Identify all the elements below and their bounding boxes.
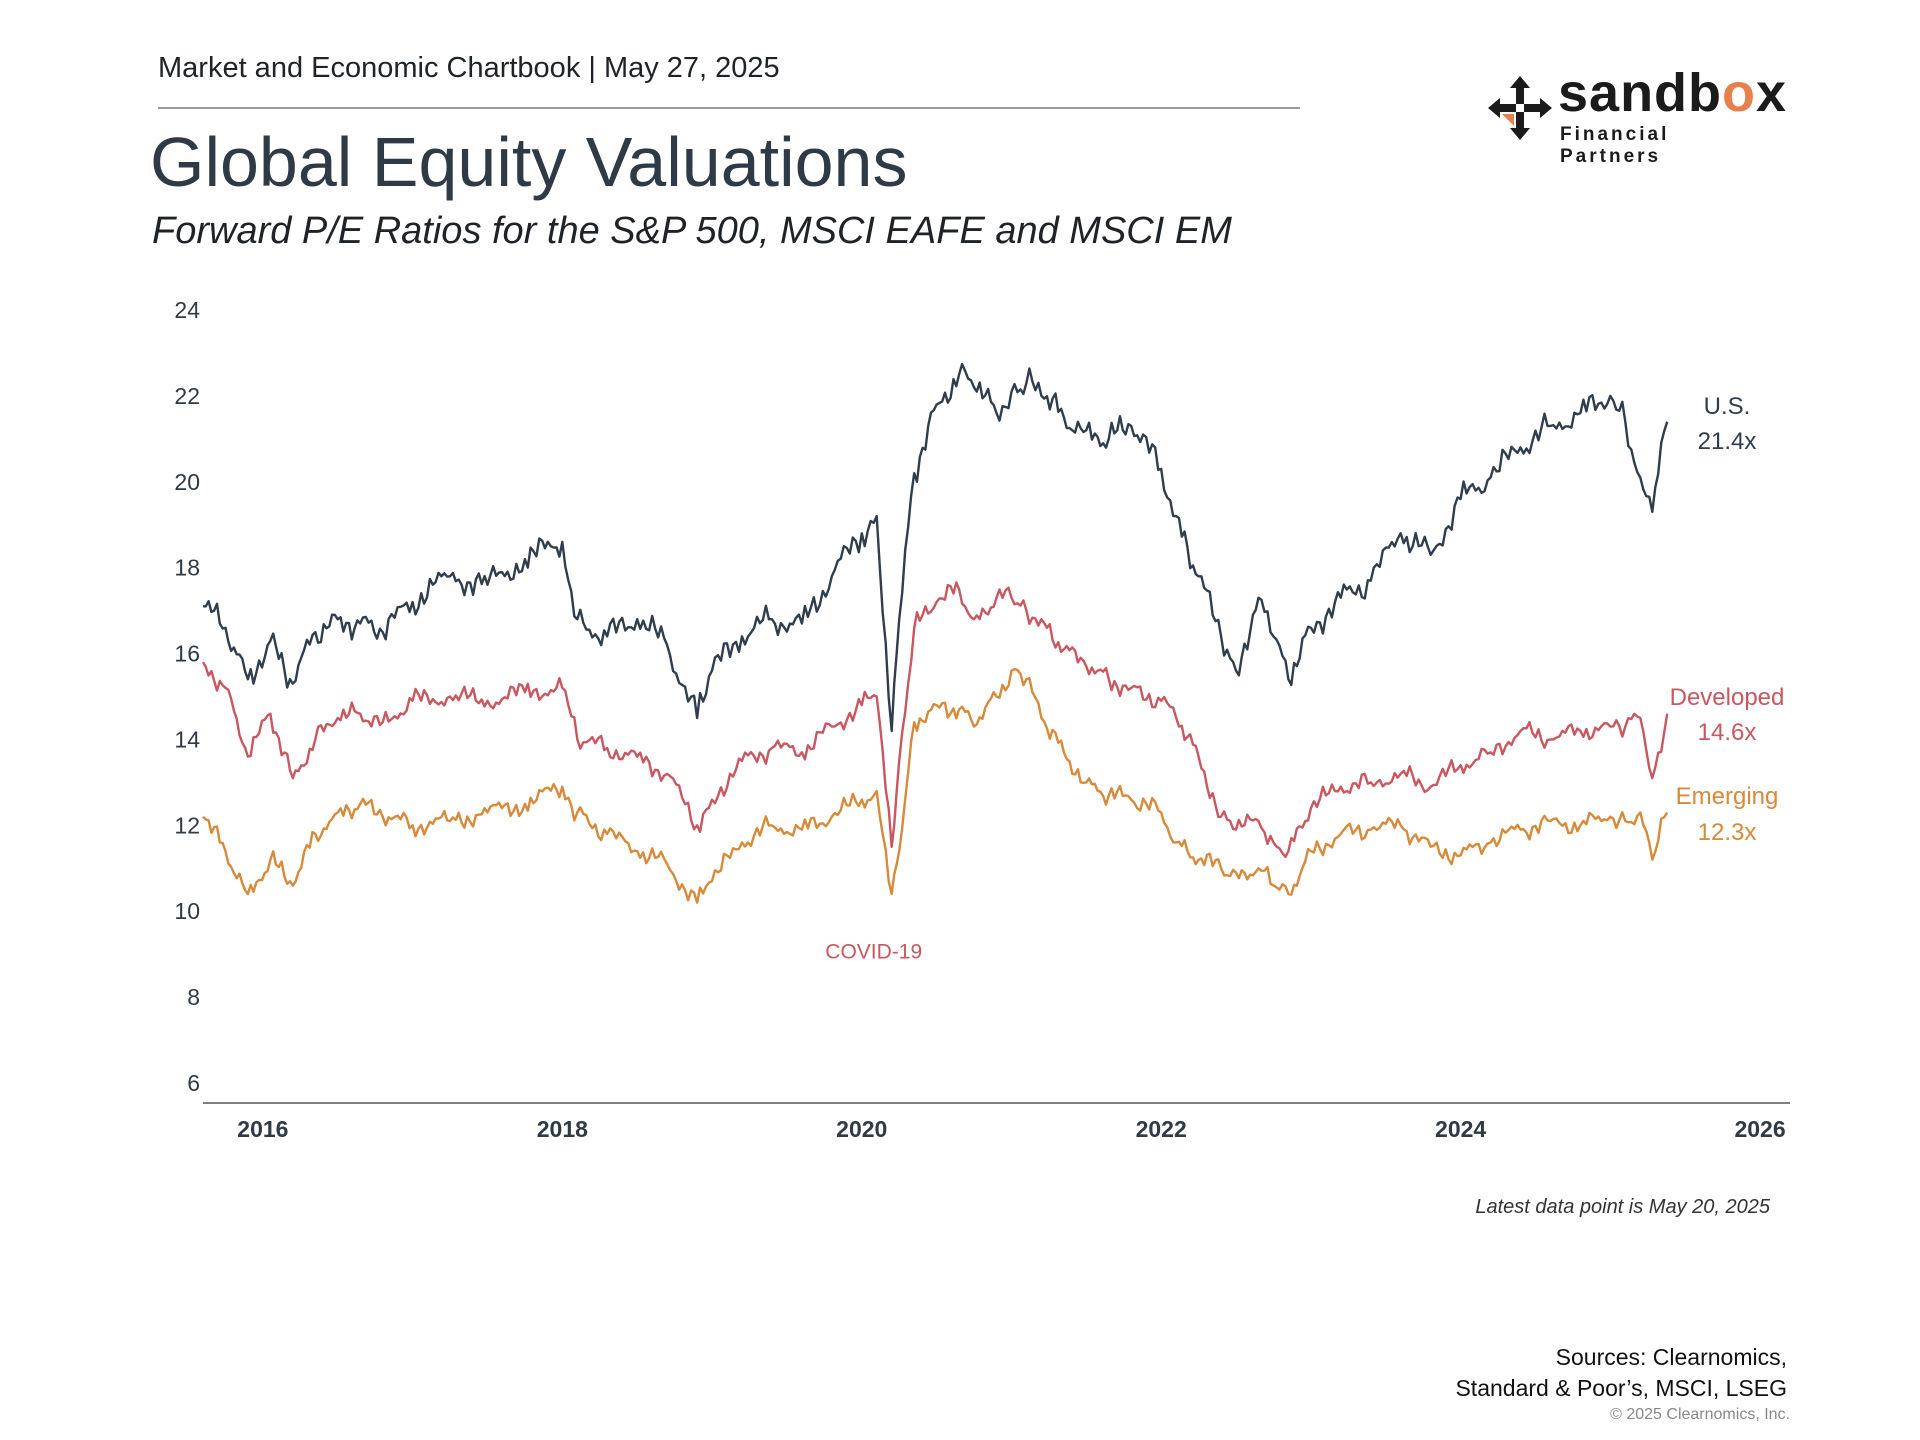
x-tick-label: 2018: [537, 1116, 588, 1142]
x-tick-label: 2026: [1734, 1116, 1785, 1142]
sources-line-1: Sources: Clearnomics,: [1555, 1344, 1787, 1370]
series-value-label: 21.4x: [1698, 428, 1757, 455]
sources-line-2: Standard & Poor’s, MSCI, LSEG: [1455, 1375, 1787, 1401]
labels-layer: U.S. 21.4x Developed 14.6x Emerging 12.3x COVI…: [825, 393, 1784, 963]
sandbox-logo: sandbox Financial Partners: [1486, 63, 1786, 167]
series-value-label: 14.6x: [1698, 719, 1757, 746]
latest-data-footnote: Latest data point is May 20, 2025: [1475, 1196, 1770, 1218]
covid-annotation: COVID-19: [825, 940, 922, 963]
series-line-us: [203, 362, 1669, 733]
series-line-emerging: [202, 667, 1669, 904]
logo-tagline: Financial Partners: [1560, 124, 1670, 167]
y-tick-label: 22: [174, 383, 200, 409]
y-tick-label: 6: [187, 1070, 200, 1096]
x-tick-label: 2020: [836, 1116, 887, 1142]
series-name-label: U.S.: [1704, 393, 1751, 420]
series-layer: [201, 362, 1669, 904]
page-title: Global Equity Valuations: [150, 123, 908, 201]
y-axis: 6 8 10 12 14 16 18 20 22 24: [174, 297, 200, 1096]
logo-word-end: x: [1756, 63, 1788, 123]
y-tick-label: 18: [174, 555, 200, 581]
y-tick-label: 8: [187, 984, 200, 1010]
y-tick-label: 10: [174, 898, 200, 924]
y-tick-label: 20: [174, 469, 200, 495]
logo-word-start: sandb: [1558, 63, 1723, 123]
four-arrows-icon: [1488, 76, 1552, 140]
sources-note: Sources: Clearnomics, Standard & Poor’s,…: [1287, 1342, 1787, 1404]
y-tick-label: 24: [174, 297, 200, 323]
page-subtitle: Forward P/E Ratios for the S&P 500, MSCI…: [152, 210, 1232, 252]
x-tick-label: 2022: [1136, 1116, 1187, 1142]
x-tick-label: 2016: [237, 1116, 288, 1142]
series-value-label: 12.3x: [1698, 819, 1757, 846]
y-tick-label: 14: [174, 726, 200, 752]
copyright: © 2025 Clearnomics, Inc.: [1610, 1406, 1790, 1423]
series-name-label: Developed: [1670, 684, 1785, 711]
header-rule: [158, 107, 1300, 109]
logo-word-accent: o: [1722, 63, 1757, 123]
logo-wordmark: sandbox: [1558, 62, 1787, 124]
x-tick-label: 2024: [1435, 1116, 1486, 1142]
chartbook-header: Market and Economic Chartbook | May 27, …: [158, 52, 780, 84]
series-name-label: Emerging: [1676, 783, 1779, 810]
series-line-developed: [201, 581, 1669, 858]
y-tick-label: 12: [174, 812, 200, 838]
y-tick-label: 16: [174, 641, 200, 667]
x-axis: 2016 2018 2020 2022 2024 2026: [203, 1102, 1790, 1142]
